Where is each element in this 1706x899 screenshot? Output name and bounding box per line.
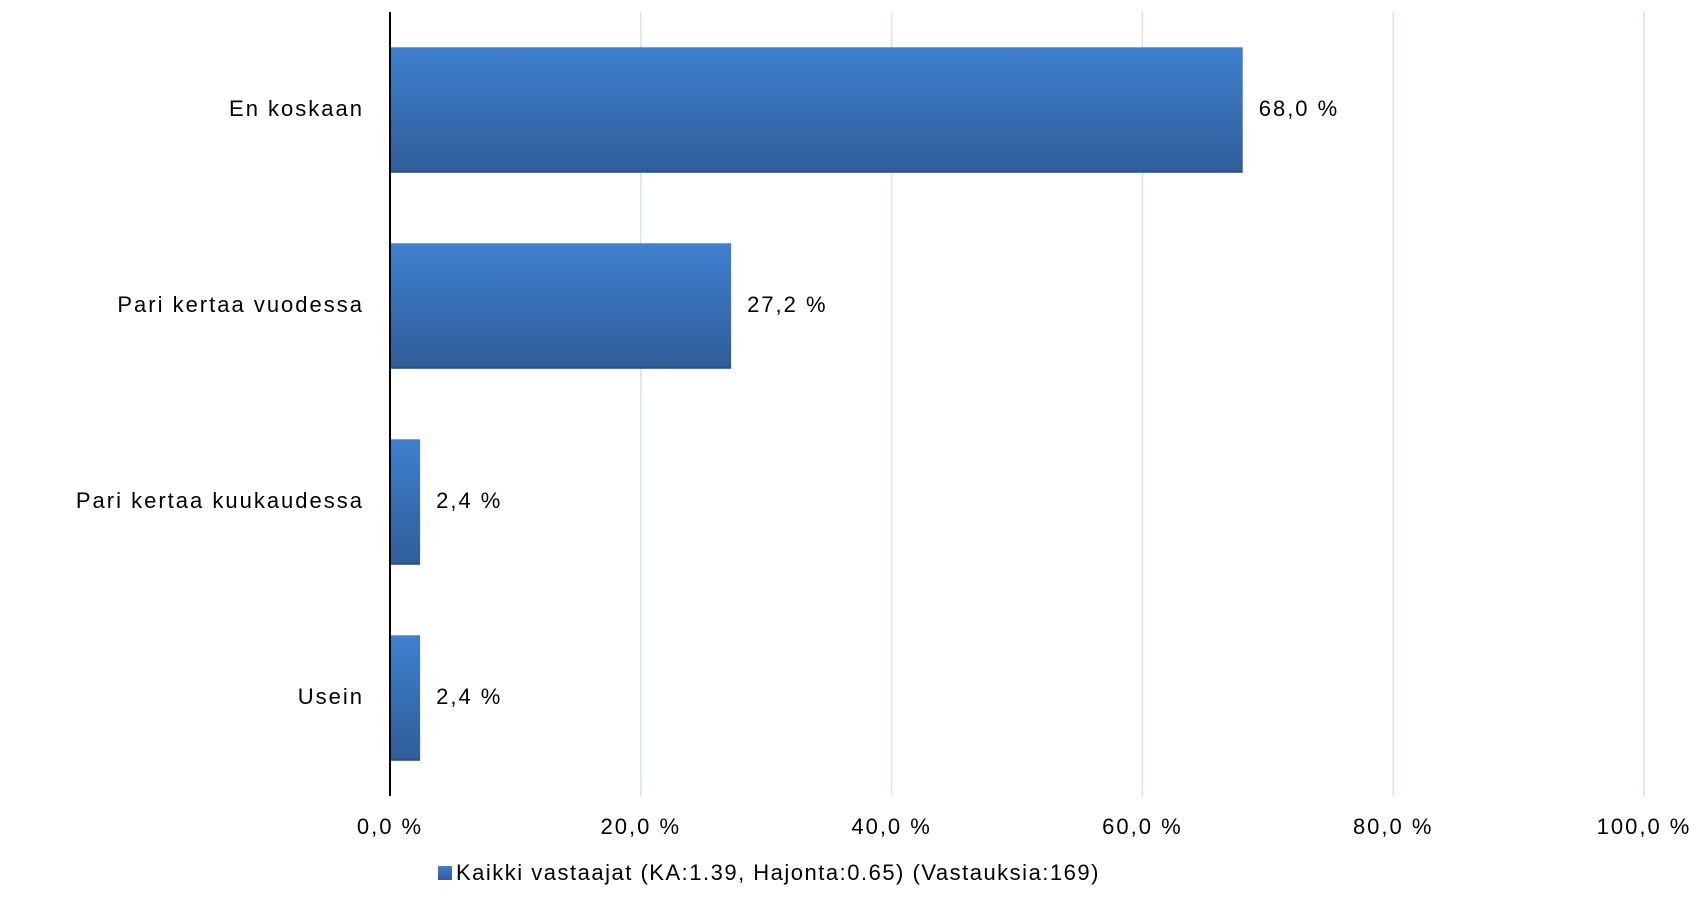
data-label: 68,0 % — [1259, 96, 1340, 121]
x-tick-labels: 0,0 % 20,0 % 40,0 % 60,0 % 80,0 % 100,0 % — [357, 814, 1692, 839]
x-tick-label: 80,0 % — [1353, 814, 1434, 839]
data-label: 2,4 % — [436, 488, 502, 513]
data-labels: 68,0 % 27,2 % 2,4 % 2,4 % — [436, 96, 1340, 709]
x-tick-label: 60,0 % — [1102, 814, 1183, 839]
data-label: 2,4 % — [436, 684, 502, 709]
bar-edge — [390, 562, 421, 565]
bar-edge — [390, 366, 732, 369]
x-tick-label: 20,0 % — [601, 814, 682, 839]
bar-edge — [390, 758, 421, 761]
legend-swatch — [438, 866, 452, 880]
bar — [390, 439, 421, 565]
bar — [390, 243, 732, 369]
data-label: 27,2 % — [747, 292, 828, 317]
category-label: Usein — [298, 684, 364, 709]
bar — [390, 635, 421, 761]
x-tick-label: 100,0 % — [1597, 814, 1692, 839]
x-tick-label: 0,0 % — [357, 814, 423, 839]
legend: Kaikki vastaajat (KA:1.39, Hajonta:0.65)… — [438, 858, 1100, 888]
category-labels: En koskaan Pari kertaa vuodessa Pari kerta… — [76, 96, 364, 709]
bar-edge — [390, 170, 1243, 173]
category-label: En koskaan — [229, 96, 364, 121]
bar — [390, 47, 1243, 173]
legend-label: Kaikki vastaajat (KA:1.39, Hajonta:0.65)… — [456, 860, 1100, 885]
bars — [390, 47, 1243, 761]
x-tick-label: 40,0 % — [851, 814, 932, 839]
category-label: Pari kertaa vuodessa — [117, 292, 364, 317]
category-label: Pari kertaa kuukaudessa — [76, 488, 364, 513]
